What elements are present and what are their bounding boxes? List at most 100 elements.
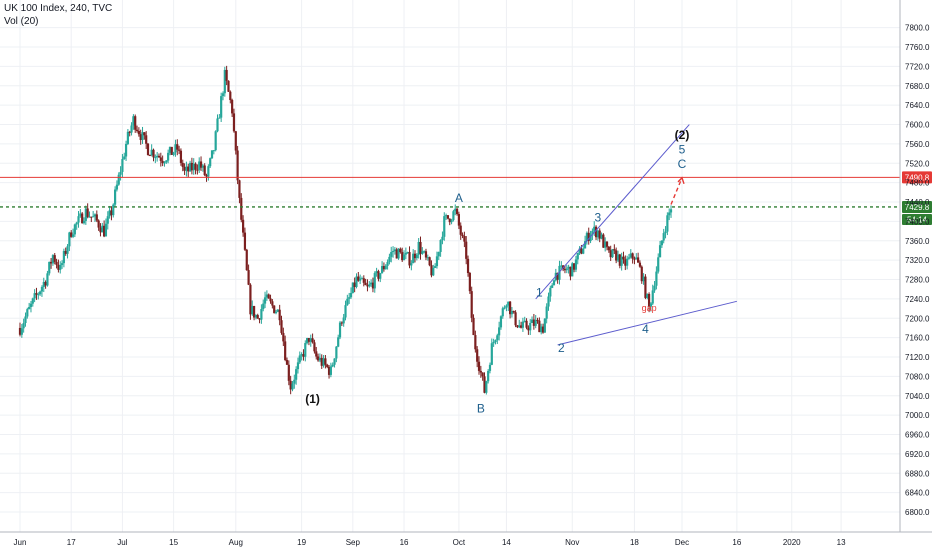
candle-body [163,162,166,164]
candle-body [62,250,65,264]
annotations: (1) A B 1 2 3 4 gap C5(2) [305,128,689,416]
candle-body [167,152,170,161]
candle-body [282,332,285,342]
candle-body [309,338,312,342]
wave-label: 1 [536,285,543,299]
candle-body [322,358,325,366]
candle-body [232,113,236,132]
candle-body [220,96,223,118]
candle-body [437,251,440,257]
candle-body [624,259,627,266]
candle-body [602,234,605,248]
candle-body [421,251,424,254]
candle-body [300,354,303,356]
candle-body [476,349,479,362]
candle-body [22,323,25,329]
candle-body [646,293,649,298]
x-tick-label: 16 [400,538,409,547]
x-tick-label: 13 [837,538,846,547]
candle-body [384,265,387,270]
candle-body [485,381,488,393]
candle-body [168,146,172,153]
candle-body [33,293,36,299]
candle-body [324,358,327,365]
candle-body [492,342,495,344]
candle-body [479,370,482,373]
candle-body [669,209,673,213]
x-tick-label: 14 [502,538,511,547]
candle-body [488,364,492,371]
candle-body [401,252,404,261]
candle-body [649,303,653,307]
candle-body [633,258,636,260]
candle-body [243,232,247,250]
y-tick-label: 7520.0 [905,159,930,168]
wave-label: 2 [558,341,565,355]
candle-body [82,220,86,224]
candle-body [569,266,572,277]
candle-body [60,263,64,265]
candle-body [583,241,587,249]
candle-body [327,366,331,375]
candle-body [574,259,578,270]
candle-body [199,161,203,168]
candle-body [216,118,219,132]
candle-body [626,258,629,266]
candle-body [29,303,33,307]
candle-body [198,161,201,170]
candle-body [668,212,671,216]
candle-body [627,257,631,259]
candle-body [201,165,204,168]
y-tick-label: 7600.0 [905,121,930,130]
candle-body [110,210,113,216]
candle-body [44,281,47,286]
wave-label: C [678,157,687,171]
current-price-price-tag [902,200,932,213]
candle-body [263,297,267,304]
candle-body [428,257,431,266]
candle-body [121,159,124,172]
candle-body [48,261,51,274]
candle-body [331,364,334,367]
candle-body [477,361,481,371]
candle-body [260,309,263,320]
candle-body [359,278,362,281]
candle-body [170,146,173,155]
x-tick-label: 15 [169,538,178,547]
candle-body [218,117,221,119]
candle-body [203,165,206,176]
candle-body [450,220,453,223]
candle-body [271,301,274,306]
candle-body [527,327,530,331]
candle-body [214,131,217,151]
y-tick-label: 7760.0 [905,43,930,52]
candle-body [24,316,27,324]
x-tick-label: Sep [346,538,361,547]
candle-body [655,271,658,286]
candle-body [134,116,137,130]
candle-body [591,230,594,235]
candle-body [441,236,444,241]
candle-body [333,358,336,365]
candle-body [604,241,607,248]
y-tick-label: 7680.0 [905,82,930,91]
candle-body [236,150,239,181]
candle-body [454,208,457,212]
candle-body [529,323,532,331]
candle-body [251,305,254,315]
candle-body [496,335,499,341]
candle-body [543,318,546,333]
candle-body [227,80,230,92]
candle-body [466,258,470,274]
candle-body [390,252,393,257]
resistance-price-tag [902,171,932,184]
candle-body [207,166,210,177]
candle-body [225,69,228,81]
candle-body [514,312,517,326]
y-tick-label: 6800.0 [905,508,930,517]
y-tick-label: 6880.0 [905,469,930,478]
candle-body [291,383,294,390]
